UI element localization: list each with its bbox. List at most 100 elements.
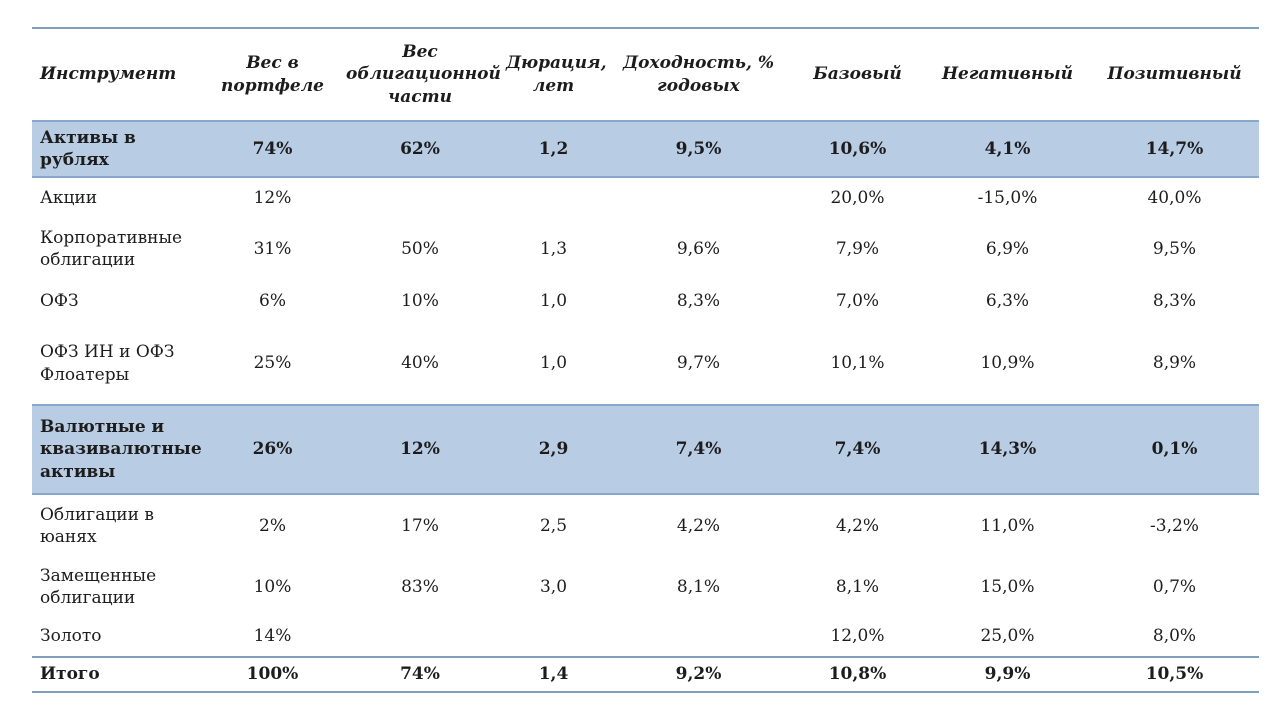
table-cell: 83% bbox=[401, 576, 439, 597]
table-cell: 4,2% bbox=[676, 515, 721, 536]
column-header-4: Доходность, % годовых bbox=[622, 53, 775, 96]
table-cell: 10,1% bbox=[830, 353, 885, 374]
row-label: Облигации в юанях bbox=[40, 504, 154, 547]
table-row-2: Корпоративные облигации 31% 50% 1,3 9,6% 7,9%… bbox=[32, 219, 1259, 279]
row-label: Активы в рублях bbox=[40, 127, 136, 170]
table-cell: 6% bbox=[259, 290, 286, 311]
table-cell: 1,0 bbox=[539, 290, 568, 311]
table-row-5: Валютные и квазивалютные активы 26% 12% 2,9… bbox=[32, 405, 1259, 494]
table-cell: 9,7% bbox=[676, 353, 721, 374]
table-cell: 25,0% bbox=[980, 626, 1035, 647]
table-cell: 40% bbox=[401, 353, 439, 374]
table-cell: 10,9% bbox=[980, 353, 1035, 374]
column-header-5: Базовый bbox=[813, 64, 902, 85]
table-cell: 17% bbox=[401, 515, 439, 536]
column-header-0: Инструмент bbox=[40, 64, 177, 85]
table-row-3: ОФЗ 6% 10% 1,0 8,3% 7,0% 6,3% 8,3% bbox=[32, 279, 1259, 323]
table-cell: -3,2% bbox=[1150, 515, 1199, 536]
table-row-8: Золото 14% 12,0% 25,0% 8,0% bbox=[32, 617, 1259, 657]
table-cell: 50% bbox=[401, 238, 439, 259]
table-cell bbox=[500, 177, 607, 219]
table-cell: 10,5% bbox=[1145, 664, 1204, 685]
table-body: Активы в рублях 74% 62% 1,2 9,5% 10,6% 4,1% 14,… bbox=[32, 121, 1259, 692]
column-header-6: Негативный bbox=[941, 64, 1074, 85]
table-cell: 9,9% bbox=[984, 664, 1031, 685]
table-cell: 8,1% bbox=[676, 576, 721, 597]
table-cell: 12,0% bbox=[830, 626, 885, 647]
header-row: Инструмент Вес в портфеле Вес облигационно… bbox=[32, 28, 1259, 121]
row-label: Валютные и квазивалютные активы bbox=[40, 416, 202, 482]
table-row-1: Акции 12% 20,0% -15,0% 40,0% bbox=[32, 177, 1259, 219]
table-row-0: Активы в рублях 74% 62% 1,2 9,5% 10,6% 4,1% 14,… bbox=[32, 121, 1259, 177]
table-cell bbox=[340, 177, 500, 219]
table-cell: 10% bbox=[253, 576, 292, 597]
table-cell: 3,0 bbox=[539, 576, 568, 597]
table-row-6: Облигации в юанях 2% 17% 2,5 4,2% 4,2% 11,0% -3… bbox=[32, 494, 1259, 557]
table-cell: 4,2% bbox=[835, 515, 880, 536]
row-label: Акции bbox=[40, 188, 98, 209]
table-cell: 1,3 bbox=[539, 238, 568, 259]
table-cell: 0,7% bbox=[1152, 576, 1197, 597]
table-cell: 62% bbox=[400, 138, 440, 159]
column-header-3: Дюрация, лет bbox=[506, 53, 607, 96]
table-cell: 1,0 bbox=[539, 353, 568, 374]
table-cell: 2,5 bbox=[539, 515, 568, 536]
row-label: Замещенные облигации bbox=[40, 565, 157, 608]
table-row-7: Замещенные облигации 10% 83% 3,0 8,1% 8,1% 15,… bbox=[32, 557, 1259, 617]
table-cell: 8,0% bbox=[1152, 626, 1197, 647]
table-cell: 25% bbox=[253, 353, 292, 374]
table-header: Инструмент Вес в портфеле Вес облигационно… bbox=[32, 28, 1259, 121]
table-cell bbox=[607, 177, 790, 219]
column-header-1: Вес в портфеле bbox=[221, 53, 324, 96]
portfolio-scenario-table: Инструмент Вес в портфеле Вес облигационно… bbox=[32, 27, 1259, 693]
table-row-4: ОФЗ ИН и ОФЗ Флоатеры 25% 40% 1,0 9,7% 10,1% 1… bbox=[32, 323, 1259, 405]
table-cell: 14,7% bbox=[1145, 138, 1204, 159]
table-cell: 9,5% bbox=[1152, 238, 1197, 259]
table-cell: 10,6% bbox=[828, 138, 887, 159]
table-cell: -15,0% bbox=[977, 188, 1038, 209]
table-cell: 31% bbox=[253, 238, 292, 259]
table-cell: 11,0% bbox=[980, 515, 1035, 536]
table-cell: 12% bbox=[253, 188, 292, 209]
table-cell: 8,3% bbox=[676, 290, 721, 311]
table-cell: 7,4% bbox=[675, 439, 722, 460]
row-label: Итого bbox=[40, 664, 100, 685]
table-cell: 7,9% bbox=[835, 238, 880, 259]
table-cell: 7,0% bbox=[835, 290, 880, 311]
row-label: ОФЗ ИН и ОФЗ Флоатеры bbox=[40, 342, 175, 385]
table-cell: 9,6% bbox=[676, 238, 721, 259]
table-cell: 9,5% bbox=[675, 138, 722, 159]
table-cell: 40,0% bbox=[1147, 188, 1202, 209]
table-cell: 15,0% bbox=[980, 576, 1035, 597]
table-cell: 7,4% bbox=[834, 439, 881, 460]
table-cell bbox=[607, 617, 790, 657]
table-cell: 1,2 bbox=[538, 138, 569, 159]
row-label: Золото bbox=[40, 626, 102, 647]
table-row-9: Итого 100% 74% 1,4 9,2% 10,8% 9,9% 10,5% bbox=[32, 657, 1259, 692]
table-cell: 26% bbox=[252, 439, 293, 460]
table-cell: 74% bbox=[252, 138, 293, 159]
table-cell: 14,3% bbox=[978, 439, 1037, 460]
table-cell: 0,1% bbox=[1151, 439, 1198, 460]
table-cell bbox=[500, 617, 607, 657]
column-header-7: Позитивный bbox=[1107, 64, 1242, 85]
table-cell: 1,4 bbox=[538, 664, 569, 685]
table-cell bbox=[340, 617, 500, 657]
table-cell: 6,9% bbox=[985, 238, 1030, 259]
row-label: ОФЗ bbox=[40, 290, 79, 311]
table-cell: 100% bbox=[246, 664, 299, 685]
table-cell: 20,0% bbox=[830, 188, 885, 209]
table-cell: 8,3% bbox=[1152, 290, 1197, 311]
table-cell: 2% bbox=[259, 515, 286, 536]
table-cell: 12% bbox=[400, 439, 440, 460]
table-cell: 8,1% bbox=[835, 576, 880, 597]
row-label: Корпоративные облигации bbox=[40, 227, 183, 270]
table-cell: 2,9 bbox=[538, 439, 569, 460]
table-cell: 10,8% bbox=[828, 664, 887, 685]
table-cell: 74% bbox=[400, 664, 440, 685]
table-cell: 8,9% bbox=[1152, 353, 1197, 374]
table-cell: 6,3% bbox=[985, 290, 1030, 311]
table-cell: 10% bbox=[401, 290, 439, 311]
column-header-2: Вес облигационной части bbox=[346, 41, 501, 107]
table-cell: 4,1% bbox=[984, 138, 1031, 159]
